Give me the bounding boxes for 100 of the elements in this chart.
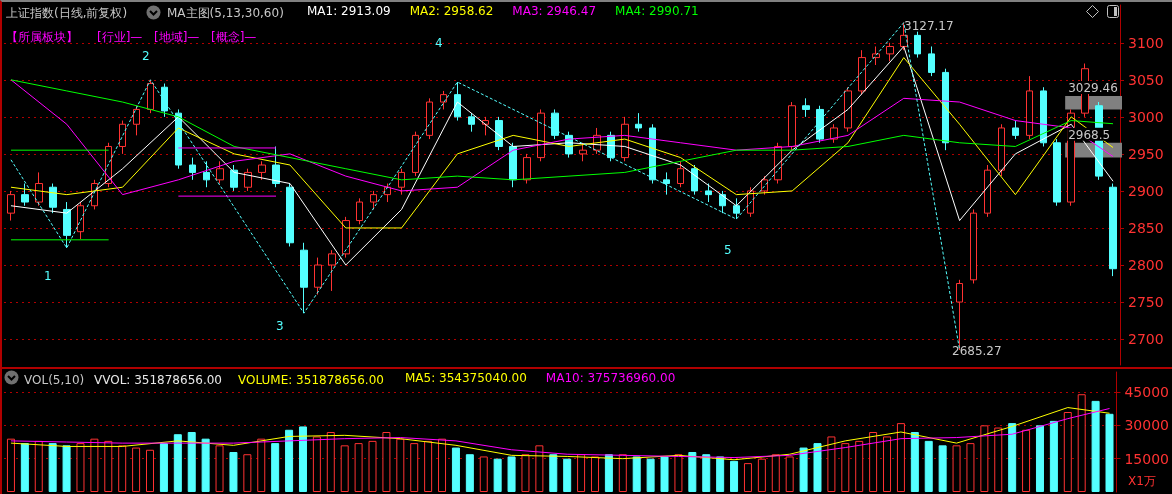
bar [966,443,975,492]
candlestick [370,190,377,210]
candlestick [691,164,698,196]
bar [438,438,447,492]
candlestick [398,168,405,196]
candlestick [77,201,84,240]
annotation: 3127.17 [904,19,954,33]
bar [994,427,1003,492]
bar [535,445,544,492]
annotation: MA主图(5,13,30,60) [167,6,284,20]
bar [465,454,474,492]
candlestick [1040,86,1047,147]
bar [368,440,377,492]
bar [660,456,669,492]
y-tick-label: 30000 [1124,417,1170,434]
y-tick-label: 2900 [1128,182,1164,199]
candlestick [635,112,642,133]
candlestick [468,112,475,133]
bar [869,432,878,492]
bar [896,423,905,492]
candlestick [705,183,712,203]
bar [132,447,141,492]
bar [910,432,919,492]
bar [507,456,516,492]
bar [424,440,433,492]
candlestick [440,90,447,110]
annotation: [地域]— [154,30,200,44]
bar [577,454,586,492]
candlestick [802,97,810,118]
candlestick [942,68,949,151]
candlestick [1026,75,1033,140]
annotation: 5 [724,243,732,257]
bar [771,454,780,492]
candlestick [63,201,71,249]
bar [257,438,266,492]
bar [243,454,252,492]
text: X1万 [1128,474,1156,488]
candlestick [733,197,740,220]
bar [980,425,989,492]
y-tick-label: 3100 [1128,34,1164,51]
candlestick [928,45,935,77]
candlestick [300,242,308,314]
candlestick [216,160,224,185]
candlestick [579,142,587,162]
candlestick [161,83,168,118]
bar [396,438,405,492]
bar [312,436,321,492]
bar [382,432,391,492]
bar [479,456,488,492]
bar [563,458,572,492]
bar [813,443,822,492]
candlestick [523,153,531,185]
annotation: VOL(5,10) [24,373,85,387]
bar [646,458,655,492]
bar [271,443,280,492]
bar [48,443,57,492]
bar [451,447,460,492]
y-tick-label: 3050 [1128,71,1164,88]
bar [743,463,752,492]
bar [146,449,155,492]
candlestick [230,164,238,192]
bar [938,445,947,492]
bar [6,438,15,492]
annotation: VVOL: 351878656.00 [94,373,222,387]
annotation: 1 [44,269,52,283]
candlestick [1012,120,1019,140]
bar [632,456,641,492]
candlestick [551,108,559,140]
candlestick [272,145,280,188]
bar [924,440,933,492]
bar [34,440,43,492]
text: MA1: 2913.09 [307,4,391,18]
candlestick [7,190,15,222]
bar [1008,423,1017,492]
bar [410,443,419,492]
band-label: 3029.46 [1068,81,1118,96]
bar [173,434,182,492]
candlestick [328,249,336,292]
bar [326,432,335,492]
bar [604,454,613,492]
bar [799,447,808,492]
candlestick [998,123,1005,177]
bar [1049,420,1058,492]
candlestick [649,123,656,185]
bar [354,443,363,492]
bar [90,438,99,492]
bar [952,445,961,492]
candlestick [970,208,977,285]
candlestick [147,79,154,114]
candlestick [21,183,29,207]
y-tick-label: 2800 [1128,257,1164,273]
text: MA10: 375736960.00 [545,371,676,385]
candlestick [788,101,796,151]
candlestick [342,216,350,259]
candlestick [1109,183,1117,277]
bar [674,454,683,492]
candlestick [1053,138,1061,207]
candlestick [830,123,838,144]
y-tick-label: 2950 [1128,145,1164,162]
bar [1091,400,1100,492]
